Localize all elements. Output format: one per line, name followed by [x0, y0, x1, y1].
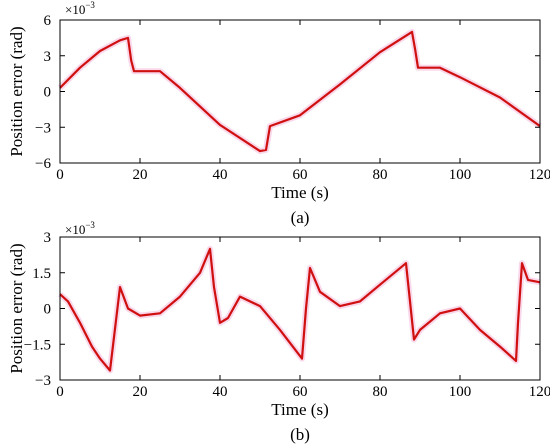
x-tick-label: 40	[213, 167, 228, 183]
x-tick-label: 80	[373, 167, 388, 183]
x-tick-label: 100	[449, 167, 472, 183]
series-line	[59, 30, 541, 153]
x-tick-label: 20	[133, 167, 148, 183]
x-tick-label: 0	[56, 384, 64, 400]
panel-a: 0 20 40 60 80 100 120 −6 −3 0 3 6 ×10−3 Time (s) Posit…	[7, 0, 550, 227]
x-tick-label: 40	[213, 384, 228, 400]
y-tick-label: −3	[35, 373, 51, 389]
plot-area-frame	[59, 19, 541, 164]
y-multiplier-exponent: −3	[85, 0, 95, 10]
x-tick-label: 100	[449, 384, 472, 400]
x-tick-label: 60	[293, 167, 308, 183]
y-tick-label: 0	[44, 85, 52, 101]
y-multiplier: ×10−3	[65, 220, 95, 237]
y-tick-label: 3	[44, 49, 52, 65]
y-axis-label: Position error (rad)	[7, 243, 26, 373]
series-noise-band	[57, 28, 542, 155]
x-tick-label: 20	[133, 384, 148, 400]
y-multiplier: ×10−3	[65, 0, 95, 17]
x-tick-label: 120	[529, 384, 550, 400]
y-tick-label: 6	[44, 13, 52, 29]
panel-b: 0 20 40 60 80 100 120 −3 −1.5 0 1.5 3 ×10−3 Time (s) P…	[7, 220, 550, 444]
panel-caption: (a)	[291, 208, 310, 227]
y-tick-label: 0	[44, 302, 52, 318]
x-tick-label: 80	[373, 384, 388, 400]
y-tick-label: −1.5	[24, 337, 51, 353]
y-axis-label: Position error (rad)	[7, 26, 26, 156]
x-tick-label: 120	[529, 167, 550, 183]
y-multiplier-exponent: −3	[85, 220, 95, 230]
y-tick-label: −6	[35, 156, 51, 172]
y-tick-label: 3	[44, 230, 52, 246]
x-tick-label: 60	[293, 384, 308, 400]
x-axis-label: Time (s)	[271, 183, 328, 202]
y-tick-label: −3	[35, 120, 51, 136]
panel-caption: (b)	[290, 425, 310, 444]
series-line	[59, 247, 541, 372]
x-axis-label: Time (s)	[271, 400, 328, 419]
x-tick-label: 0	[56, 167, 64, 183]
y-tick-label: 1.5	[32, 266, 51, 282]
